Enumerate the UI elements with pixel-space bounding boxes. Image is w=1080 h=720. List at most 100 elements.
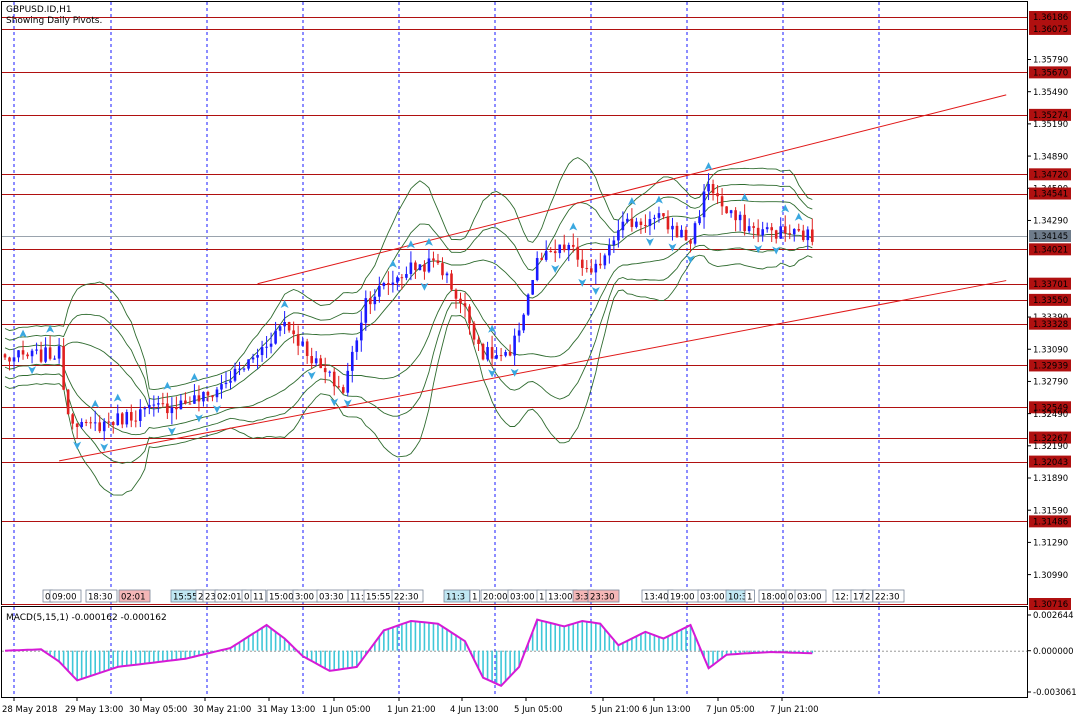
pivot-price-tag — [1029, 243, 1071, 256]
candle-body — [612, 240, 616, 246]
current-price-tag — [1029, 230, 1071, 243]
candle-body — [531, 280, 534, 295]
time-mark-label: 18:30 — [88, 593, 113, 603]
candle-body — [378, 286, 381, 297]
time-mark-label: 3:00 — [295, 593, 314, 603]
y-tick-label: 1.34021 — [1033, 246, 1068, 256]
x-tick-label: 30 May 05:00 — [129, 705, 187, 715]
y-tick-label: 1.30990 — [1033, 571, 1068, 581]
candle-body — [382, 282, 386, 287]
candle-body — [720, 196, 724, 207]
pivot-price-tag — [1029, 277, 1071, 290]
candle-body — [698, 217, 701, 224]
candle-body — [120, 413, 124, 425]
candle-body — [585, 267, 589, 269]
candle-body — [639, 221, 643, 225]
x-tick-label: 1 Jun 05:00 — [322, 705, 371, 715]
candle-body — [644, 224, 647, 226]
candle-body — [450, 273, 453, 290]
y-tick-label: 1.36186 — [1033, 13, 1068, 23]
candle-body — [247, 359, 250, 369]
candle-body — [355, 340, 359, 352]
y-tick-label: 1.34890 — [1033, 152, 1068, 162]
candle-body — [30, 350, 34, 357]
candle-body — [346, 370, 350, 393]
fractal-up-arrow — [113, 393, 122, 402]
y-tick-label: 1.34541 — [1033, 190, 1068, 200]
candle-body — [621, 221, 625, 231]
candle-body — [445, 273, 449, 276]
candle-body — [522, 314, 525, 331]
pivot-price-tag — [1029, 359, 1071, 372]
fractal-up-arrow — [163, 381, 172, 390]
time-mark-box — [443, 589, 471, 603]
fractal-up-arrow — [46, 324, 55, 333]
y-tick-label: 1.32549 — [1033, 403, 1068, 413]
candle-body — [233, 368, 237, 381]
fractal-down-arrow — [420, 282, 429, 291]
candle-body — [743, 214, 746, 232]
bollinger-upper-band — [4, 157, 813, 391]
fractal-up-arrow — [704, 162, 713, 171]
fractal-up-arrow — [627, 197, 636, 206]
candle-body — [576, 246, 580, 260]
candle-body — [211, 395, 214, 398]
time-mark-label: 1 — [539, 593, 544, 603]
time-mark-label: 11: — [350, 593, 364, 603]
time-mark-box — [872, 589, 905, 603]
candle-body — [215, 389, 219, 398]
y-tick-label: 1.32267 — [1033, 434, 1068, 444]
candle-body — [179, 400, 183, 410]
chart-title: GBPUSD.ID,H1 — [6, 5, 72, 15]
pivot-price-tag — [1029, 22, 1071, 35]
x-tick-label: 29 May 13:00 — [65, 705, 123, 715]
candle-body — [129, 412, 133, 421]
bollinger-lower-band — [4, 254, 813, 496]
candle-body — [409, 262, 413, 275]
fractal-down-arrow — [645, 238, 654, 247]
candle-body — [21, 350, 25, 355]
candle-body — [405, 274, 408, 278]
y-tick-label: 1.33701 — [1033, 280, 1068, 290]
y-tick-label: 1.34720 — [1033, 171, 1068, 181]
candle-body — [648, 219, 652, 226]
candle-body — [626, 218, 629, 222]
time-mark-box — [587, 589, 620, 603]
candle-body — [734, 210, 737, 221]
y-tick-label: 1.34290 — [1033, 217, 1068, 227]
fractal-up-arrow — [280, 300, 289, 309]
candle-body — [797, 228, 801, 231]
candle-body — [603, 255, 607, 266]
candle-body — [296, 334, 300, 346]
candle-body — [738, 214, 742, 221]
time-mark-label: 0 — [45, 593, 50, 603]
candle-body — [256, 355, 259, 358]
candle-body — [508, 352, 512, 356]
candle-body — [278, 326, 282, 331]
candle-body — [3, 354, 7, 358]
time-mark-label: 0 — [244, 593, 249, 603]
time-mark-label: 15:00 — [269, 593, 294, 603]
candle-body — [675, 225, 679, 238]
fractal-up-arrow — [569, 222, 578, 231]
candle-body — [89, 422, 92, 424]
candle-body — [57, 346, 61, 359]
candle-body — [62, 346, 65, 390]
time-mark-label: 12: — [835, 593, 849, 603]
time-mark-label: 11 — [253, 593, 264, 603]
fractal-down-arrow — [578, 278, 587, 287]
candle-body — [260, 347, 264, 356]
candle-body — [188, 403, 192, 405]
candle-body — [400, 277, 404, 279]
candle-body — [657, 213, 661, 218]
candle-body — [544, 251, 548, 260]
candle-body — [98, 422, 102, 432]
fractal-down-arrow — [668, 243, 677, 252]
pivot-price-tag — [1029, 431, 1071, 444]
time-mark-label: 20:00 — [483, 593, 508, 603]
fractal-up-arrow — [190, 373, 199, 382]
time-mark-label: 03:00 — [510, 593, 535, 603]
pivot-price-tag — [1029, 66, 1071, 79]
y-tick-label: 1.31486 — [1033, 518, 1068, 528]
time-mark-label: 1 — [747, 593, 752, 603]
